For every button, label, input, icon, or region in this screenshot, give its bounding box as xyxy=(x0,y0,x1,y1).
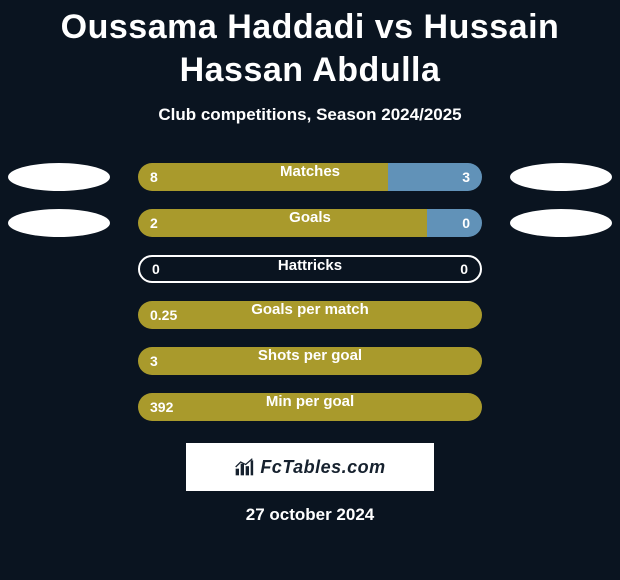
spacer xyxy=(8,393,110,421)
player1-disc xyxy=(8,209,110,237)
stat-value-left: 3 xyxy=(150,353,158,369)
stat-row: 20Goals xyxy=(0,209,620,237)
stat-bar: 83Matches xyxy=(138,163,482,191)
stat-row: 83Matches xyxy=(0,163,620,191)
stat-value-right: 0 xyxy=(462,215,470,231)
spacer xyxy=(510,393,612,421)
player1-disc xyxy=(8,163,110,191)
stat-bar: 00Hattricks xyxy=(138,255,482,283)
source-logo-text: FcTables.com xyxy=(260,457,385,478)
player2-disc xyxy=(510,209,612,237)
stat-bar: 20Goals xyxy=(138,209,482,237)
spacer xyxy=(510,255,612,283)
stat-value-right: 0 xyxy=(460,261,468,277)
source-logo-box: FcTables.com xyxy=(186,443,434,491)
stat-row: 0.25Goals per match xyxy=(0,301,620,329)
stat-bar: 0.25Goals per match xyxy=(138,301,482,329)
spacer xyxy=(8,301,110,329)
stat-value-left: 392 xyxy=(150,399,173,415)
comparison-date: 27 october 2024 xyxy=(0,505,620,525)
stat-value-left: 2 xyxy=(150,215,158,231)
spacer xyxy=(8,347,110,375)
stat-value-right: 3 xyxy=(462,169,470,185)
spacer xyxy=(510,347,612,375)
comparison-subtitle: Club competitions, Season 2024/2025 xyxy=(0,105,620,125)
player2-disc xyxy=(510,163,612,191)
stat-bar: 3Shots per goal xyxy=(138,347,482,375)
stat-value-left: 0.25 xyxy=(150,307,177,323)
stat-row: 3Shots per goal xyxy=(0,347,620,375)
bars-icon xyxy=(234,457,254,477)
spacer xyxy=(510,301,612,329)
stat-row: 00Hattricks xyxy=(0,255,620,283)
stat-value-left: 8 xyxy=(150,169,158,185)
comparison-title: Oussama Haddadi vs Hussain Hassan Abdull… xyxy=(0,0,620,91)
spacer xyxy=(8,255,110,283)
stat-row: 392Min per goal xyxy=(0,393,620,421)
stat-rows-container: 83Matches20Goals00Hattricks0.25Goals per… xyxy=(0,163,620,421)
stat-bar: 392Min per goal xyxy=(138,393,482,421)
stat-value-left: 0 xyxy=(152,261,160,277)
